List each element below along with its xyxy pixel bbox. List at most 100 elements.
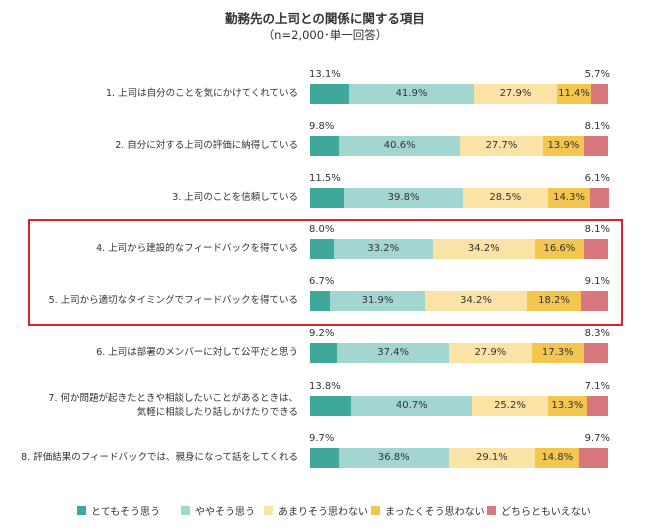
chart-title: 勤務先の上司との関係に関する項目 bbox=[225, 11, 425, 26]
bar-segment bbox=[532, 343, 584, 363]
bar-segment bbox=[351, 396, 473, 416]
category-label-line: 4. 上司から建設的なフィードバックを得ている bbox=[96, 243, 298, 254]
data-label: 25.2% bbox=[494, 400, 526, 411]
bar-segment bbox=[310, 239, 334, 259]
bar-segment bbox=[310, 448, 339, 468]
data-label: 18.2% bbox=[538, 295, 570, 306]
data-label: 40.7% bbox=[395, 400, 428, 411]
bar-segment bbox=[448, 448, 536, 468]
data-label: 29.1% bbox=[476, 452, 508, 463]
category-label: 8. 評価結果のフィードバックでは、親身になって話をしてくれる bbox=[21, 451, 298, 465]
category-label: 5. 上司から適切なタイミングでフィードバックを得ている bbox=[49, 294, 298, 308]
data-label: 6.7% bbox=[309, 276, 335, 287]
bar-segment bbox=[333, 239, 433, 259]
bar-segment bbox=[425, 291, 527, 311]
bar-segment bbox=[460, 136, 543, 156]
legend-swatch bbox=[181, 506, 190, 515]
data-label: 31.9% bbox=[361, 295, 394, 306]
legend-label: ややそう思う bbox=[195, 507, 255, 518]
legend-swatch bbox=[371, 506, 380, 515]
data-label: 28.5% bbox=[489, 192, 522, 203]
bar-segment bbox=[547, 188, 591, 208]
data-label: 13.8% bbox=[309, 381, 341, 392]
data-label: 36.8% bbox=[377, 452, 410, 463]
data-label: 9.8% bbox=[309, 121, 335, 132]
data-label: 34.2% bbox=[467, 243, 500, 254]
bar-segment bbox=[473, 84, 558, 104]
chart-subtitle: （n=2,000･単一回答） bbox=[262, 28, 388, 42]
legend-label: まったくそう思わない bbox=[385, 507, 485, 518]
bar-segment bbox=[542, 136, 585, 156]
legend-item: とてもそう思う bbox=[77, 503, 160, 518]
bar-segment bbox=[310, 291, 330, 311]
data-label: 27.7% bbox=[485, 140, 518, 151]
category-label-line: 1. 上司は自分のことを気にかけてくれている bbox=[105, 88, 298, 99]
legend-swatch bbox=[264, 506, 273, 515]
legend: とてもそう思う ややそう思う あまりそう思わない まったくそう思わない どちらともいえな… bbox=[0, 503, 650, 518]
bar-segment bbox=[338, 448, 449, 468]
data-label: 8.0% bbox=[309, 224, 335, 235]
highlight-box bbox=[28, 219, 623, 326]
legend-item: ややそう思う bbox=[181, 503, 255, 518]
bar-segment bbox=[432, 239, 535, 259]
data-label: 9.7% bbox=[309, 433, 335, 444]
bar-segment bbox=[584, 136, 609, 156]
data-label: 9.7% bbox=[584, 433, 610, 444]
legend-label: どちらともいえない bbox=[501, 507, 591, 518]
legend-label: あまりそう思わない bbox=[278, 507, 368, 518]
data-label: 41.9% bbox=[395, 88, 428, 99]
category-label: 6. 上司は部署のメンバーに対して公平だと思う bbox=[96, 346, 298, 360]
data-label: 8.3% bbox=[584, 328, 610, 339]
data-label: 27.9% bbox=[474, 347, 507, 358]
bar-segment bbox=[310, 188, 345, 208]
legend-swatch bbox=[77, 506, 86, 515]
category-label-line: 6. 上司は部署のメンバーに対して公平だと思う bbox=[96, 347, 298, 358]
legend-item: まったくそう思わない bbox=[371, 503, 485, 518]
data-label: 33.2% bbox=[367, 243, 400, 254]
data-label: 9.1% bbox=[584, 276, 610, 287]
bar-segment bbox=[339, 136, 461, 156]
data-label: 37.4% bbox=[377, 347, 410, 358]
bar-segment bbox=[590, 188, 609, 208]
legend-item: どちらともいえない bbox=[487, 503, 591, 518]
data-label: 6.1% bbox=[584, 173, 610, 184]
data-label: 11.5% bbox=[309, 173, 341, 184]
data-label: 5.7% bbox=[584, 69, 610, 80]
category-label-line: 2. 自分に対する上司の評価に納得している bbox=[115, 140, 298, 151]
data-label: 16.6% bbox=[543, 243, 576, 254]
data-label: 9.2% bbox=[309, 328, 335, 339]
bar-segment bbox=[587, 396, 609, 416]
bar-segment bbox=[535, 448, 580, 468]
legend-item: あまりそう思わない bbox=[264, 503, 368, 518]
data-label: 13.3% bbox=[551, 400, 584, 411]
data-label: 14.3% bbox=[553, 192, 585, 203]
bar-segment bbox=[584, 239, 609, 259]
data-label: 8.1% bbox=[584, 224, 610, 235]
data-label: 40.6% bbox=[383, 140, 416, 151]
data-label: 8.1% bbox=[584, 121, 610, 132]
bar-segment bbox=[547, 396, 588, 416]
bar-segment bbox=[583, 343, 609, 363]
category-label: 7. 何か問題が起きたときや相談したいことがあるときは、 気軽に相談したり話しかけ… bbox=[48, 392, 298, 420]
bar-segment bbox=[349, 84, 474, 104]
category-label: 4. 上司から建設的なフィードバックを得ている bbox=[96, 242, 298, 256]
data-label: 11.4% bbox=[558, 88, 590, 99]
data-label: 13.1% bbox=[309, 69, 341, 80]
bar-segment bbox=[534, 239, 585, 259]
bar-segment bbox=[310, 343, 338, 363]
data-label: 34.2% bbox=[460, 295, 492, 306]
data-label: 17.3% bbox=[541, 347, 574, 358]
category-label: 3. 上司のことを信頼している bbox=[172, 191, 298, 205]
category-label: 1. 上司は自分のことを気にかけてくれている bbox=[106, 87, 298, 101]
bar-segment bbox=[579, 448, 609, 468]
bar-segment bbox=[526, 291, 582, 311]
bar-segment bbox=[462, 188, 548, 208]
bar-segment bbox=[581, 291, 609, 311]
bar-segment bbox=[344, 188, 463, 208]
bar-segment bbox=[448, 343, 532, 363]
data-label: 13.9% bbox=[547, 140, 580, 151]
category-label-line: 3. 上司のことを信頼している bbox=[172, 192, 298, 203]
category-label: 2. 自分に対する上司の評価に納得している bbox=[115, 139, 298, 153]
data-label: 27.9% bbox=[499, 88, 532, 99]
